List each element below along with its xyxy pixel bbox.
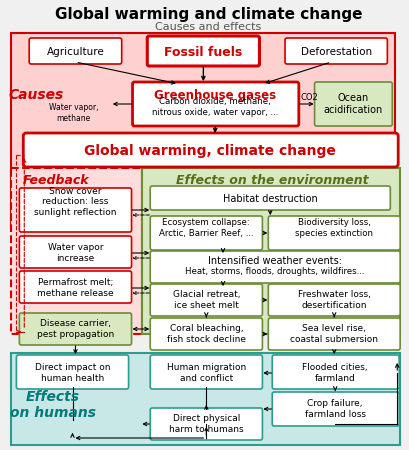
FancyBboxPatch shape [272,392,398,426]
FancyBboxPatch shape [150,318,262,350]
Text: Heat, storms, floods, droughts, wildfires...: Heat, storms, floods, droughts, wildfire… [185,267,364,276]
Text: Carbon dioxide, methane,
nitrous oxide, water vapor, ...: Carbon dioxide, methane, nitrous oxide, … [152,97,278,117]
Text: Greenhouse gases: Greenhouse gases [154,90,276,103]
FancyBboxPatch shape [267,216,399,250]
Text: Effects
on humans: Effects on humans [10,390,96,420]
FancyBboxPatch shape [150,408,262,440]
FancyBboxPatch shape [284,38,387,64]
Text: Permafrost melt;
methane release: Permafrost melt; methane release [37,278,113,298]
Bar [11,168,142,334]
Text: Deforestation: Deforestation [300,47,371,57]
Text: Direct physical
harm to humans: Direct physical harm to humans [169,414,243,434]
Text: Ecosystem collapse:
Arctic, Barrier Reef, ...: Ecosystem collapse: Arctic, Barrier Reef… [159,218,253,238]
Bar [142,168,399,334]
Text: Causes: Causes [9,88,63,102]
Text: Snow cover
reduction: less
sunlight reflection: Snow cover reduction: less sunlight refl… [34,187,117,217]
FancyBboxPatch shape [314,82,391,126]
Text: CO2: CO2 [300,94,318,103]
Text: Feedback: Feedback [22,174,89,186]
FancyBboxPatch shape [267,318,399,350]
Text: Flooded cities,
farmland: Flooded cities, farmland [302,363,367,382]
Text: Agriculture: Agriculture [47,47,104,57]
Text: Fossil fuels: Fossil fuels [164,45,242,58]
Text: Coral bleaching,
fish stock decline: Coral bleaching, fish stock decline [166,324,245,344]
Text: Crop failure,
farmland loss: Crop failure, farmland loss [304,399,365,418]
FancyBboxPatch shape [19,188,131,232]
Text: Ocean
acidification: Ocean acidification [323,93,382,115]
Text: Global warming, climate change: Global warming, climate change [84,144,335,158]
Text: Global warming and climate change: Global warming and climate change [54,6,361,22]
FancyBboxPatch shape [150,355,262,389]
Text: Causes and effects: Causes and effects [155,22,261,32]
Text: Water vapor
increase: Water vapor increase [47,243,103,263]
FancyBboxPatch shape [147,36,259,66]
FancyBboxPatch shape [132,82,298,126]
Text: Water vapor,
methane: Water vapor, methane [49,104,98,123]
Text: Glacial retreat,
ice sheet melt: Glacial retreat, ice sheet melt [172,290,240,310]
Text: Biodiversity loss,
species extinction: Biodiversity loss, species extinction [294,218,372,238]
Text: Freshwater loss,
desertification: Freshwater loss, desertification [297,290,370,310]
FancyBboxPatch shape [150,284,262,316]
FancyBboxPatch shape [19,313,131,345]
FancyBboxPatch shape [150,216,262,250]
Text: Human migration
and conflict: Human migration and conflict [166,363,245,382]
Text: Direct impact on
human health: Direct impact on human health [35,363,110,382]
FancyBboxPatch shape [150,186,389,210]
Bar [11,33,394,228]
Text: Intensified weather events:: Intensified weather events: [208,256,342,266]
FancyBboxPatch shape [23,133,397,167]
FancyBboxPatch shape [19,271,131,303]
Text: Disease carrier,
pest propagation: Disease carrier, pest propagation [37,320,114,339]
FancyBboxPatch shape [16,355,128,389]
Text: Effects on the environment: Effects on the environment [175,174,368,186]
FancyBboxPatch shape [19,236,131,268]
FancyBboxPatch shape [29,38,121,64]
FancyBboxPatch shape [150,251,399,283]
FancyBboxPatch shape [267,284,399,316]
Text: Habitat destruction: Habitat destruction [222,194,317,204]
FancyBboxPatch shape [272,355,398,389]
Text: Sea level rise,
coastal submersion: Sea level rise, coastal submersion [290,324,378,344]
Bar [11,353,399,445]
